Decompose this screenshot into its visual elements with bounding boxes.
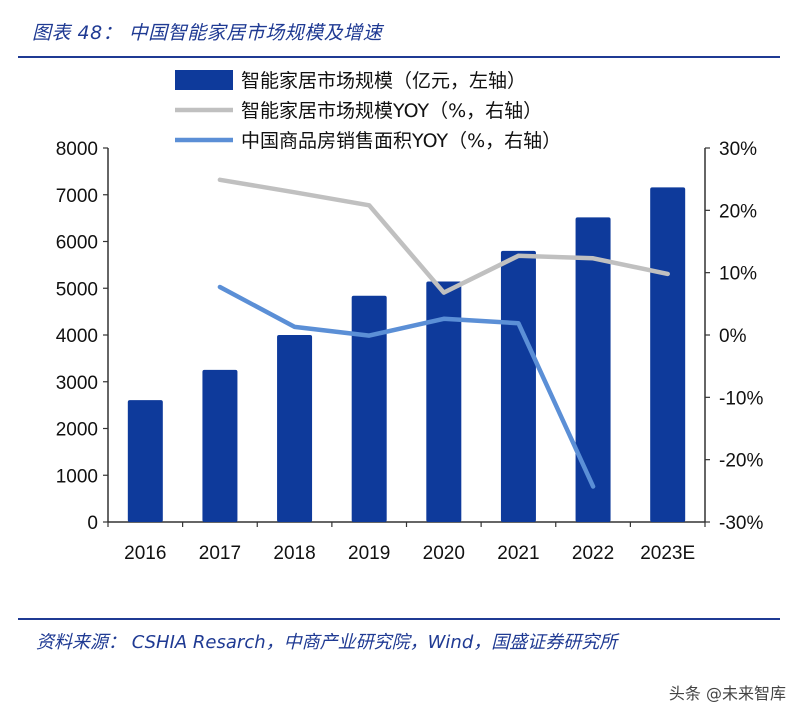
x-axis-tick-label: 2020 bbox=[423, 543, 465, 564]
legend-swatch-market-size bbox=[175, 70, 233, 90]
bar-market-size bbox=[202, 369, 238, 522]
x-axis-tick-label: 2021 bbox=[497, 543, 539, 564]
bar-market-size bbox=[426, 281, 462, 522]
legend-label: 中国商品房销售面积YOY（%，右轴） bbox=[241, 130, 561, 152]
bottom-rule bbox=[18, 618, 780, 620]
bar-market-size bbox=[500, 250, 536, 522]
series-housing-yoy-line bbox=[217, 284, 596, 489]
right-axis-tick-label: 20% bbox=[719, 201, 757, 222]
left-axis-tick-label: 7000 bbox=[56, 186, 98, 207]
right-axis-tick-label: -10% bbox=[719, 388, 763, 409]
source-note: 资料来源： CSHIA Resarch，中商产业研究院，Wind，国盛证券研究所 bbox=[36, 632, 618, 653]
x-axis-tick-label: 2018 bbox=[273, 543, 315, 564]
right-axis-tick-label: 30% bbox=[719, 139, 757, 160]
x-axis-tick-label: 2023E bbox=[640, 543, 695, 564]
right-axis-tick-label: -30% bbox=[719, 513, 763, 534]
x-axis-tick-label: 2022 bbox=[572, 543, 614, 564]
right-axis-tick-label: -20% bbox=[719, 451, 763, 472]
x-axis-tick-label: 2017 bbox=[199, 543, 241, 564]
right-axis-tick-label: 0% bbox=[719, 326, 747, 347]
bar-market-size bbox=[575, 217, 611, 522]
left-axis-tick-label: 2000 bbox=[56, 420, 98, 441]
legend-label: 智能家居市场规模YOY（%，右轴） bbox=[241, 100, 542, 122]
legend-label: 智能家居市场规模（亿元，左轴） bbox=[241, 70, 526, 92]
left-axis-tick-label: 3000 bbox=[56, 373, 98, 394]
right-axis-tick-label: 10% bbox=[719, 264, 757, 285]
bar-market-size bbox=[351, 295, 387, 522]
bar-market-size bbox=[650, 187, 686, 522]
watermark: 头条 @未来智库 bbox=[668, 684, 786, 703]
bar-market-size bbox=[277, 335, 313, 522]
x-axis-tick-label: 2016 bbox=[124, 543, 166, 564]
bar-market-size bbox=[127, 400, 163, 522]
figure-title: 图表 48： 中国智能家居市场规模及增速 bbox=[32, 22, 383, 44]
left-axis-tick-label: 6000 bbox=[56, 233, 98, 254]
x-axis-tick-label: 2019 bbox=[348, 543, 390, 564]
left-axis-tick-label: 0 bbox=[87, 513, 98, 534]
top-rule bbox=[18, 56, 780, 58]
left-axis-tick-label: 4000 bbox=[56, 326, 98, 347]
left-axis-tick-label: 5000 bbox=[56, 279, 98, 300]
left-axis-tick-label: 1000 bbox=[56, 466, 98, 487]
left-axis-tick-label: 8000 bbox=[56, 139, 98, 160]
